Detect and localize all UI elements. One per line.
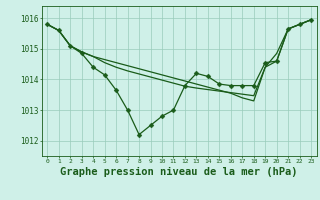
X-axis label: Graphe pression niveau de la mer (hPa): Graphe pression niveau de la mer (hPa) [60, 167, 298, 177]
